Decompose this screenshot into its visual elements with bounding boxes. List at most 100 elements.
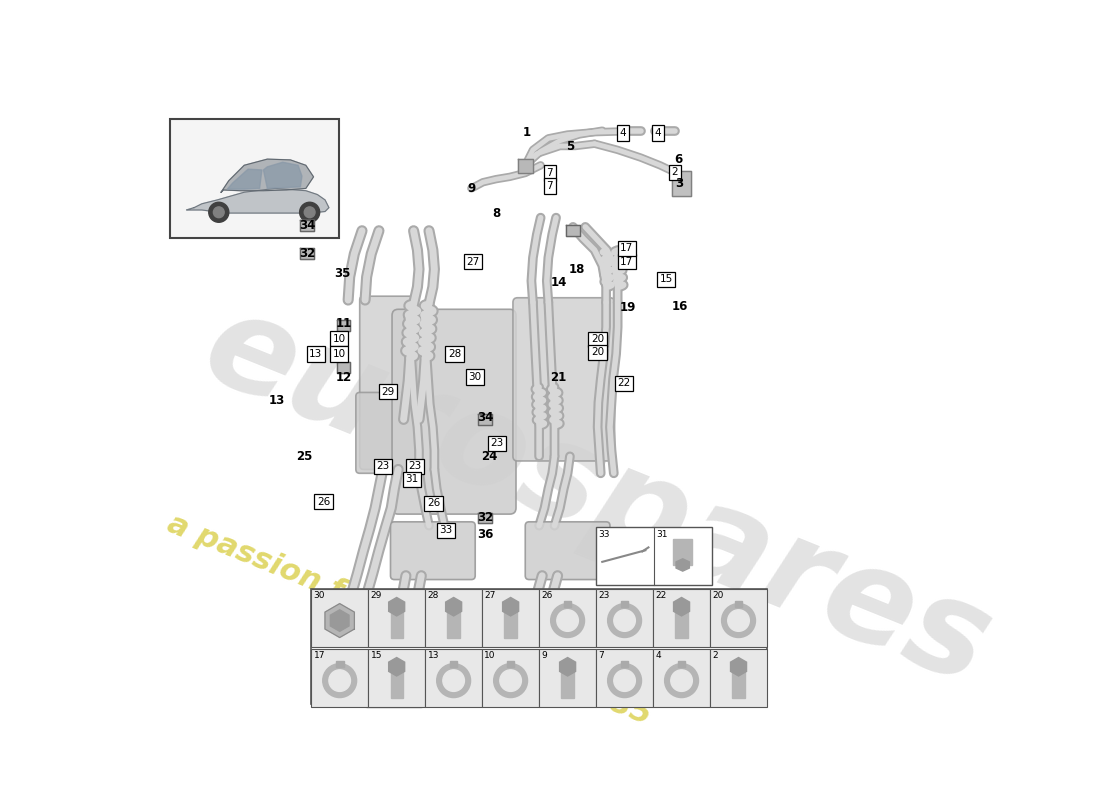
Text: 1: 1	[522, 126, 531, 138]
Polygon shape	[300, 249, 315, 259]
Polygon shape	[478, 513, 492, 523]
Text: 22: 22	[617, 378, 630, 388]
Polygon shape	[517, 159, 534, 173]
Circle shape	[494, 664, 528, 698]
Bar	[653, 649, 711, 706]
Text: 23: 23	[376, 462, 389, 471]
Text: 3: 3	[675, 177, 683, 190]
Polygon shape	[593, 335, 607, 346]
Text: 32: 32	[299, 247, 316, 260]
Text: 18: 18	[569, 262, 585, 276]
Bar	[711, 589, 767, 646]
Polygon shape	[505, 604, 517, 638]
FancyBboxPatch shape	[390, 522, 475, 579]
Polygon shape	[560, 658, 575, 676]
Text: 10: 10	[484, 651, 496, 660]
Polygon shape	[324, 604, 354, 638]
Polygon shape	[450, 661, 458, 666]
Text: 21: 21	[550, 370, 566, 383]
Text: 13: 13	[309, 349, 322, 359]
Polygon shape	[735, 601, 743, 606]
Polygon shape	[337, 320, 351, 331]
Circle shape	[607, 604, 641, 638]
Polygon shape	[448, 604, 460, 638]
Bar	[169, 119, 339, 238]
Text: 10: 10	[332, 334, 345, 343]
Text: 33: 33	[439, 526, 452, 535]
Polygon shape	[390, 664, 403, 698]
Bar	[596, 589, 653, 646]
Text: 26: 26	[541, 591, 553, 600]
Polygon shape	[228, 169, 262, 189]
Polygon shape	[221, 159, 314, 192]
Polygon shape	[620, 661, 628, 666]
Circle shape	[614, 670, 636, 691]
Text: 23: 23	[598, 591, 609, 600]
Polygon shape	[337, 362, 351, 373]
Polygon shape	[659, 274, 673, 285]
Text: 20: 20	[591, 347, 604, 358]
Text: 20: 20	[591, 334, 604, 344]
Text: 15: 15	[371, 651, 382, 660]
Polygon shape	[388, 658, 405, 676]
Polygon shape	[478, 414, 492, 425]
Text: 29: 29	[382, 386, 395, 397]
Text: 34: 34	[477, 411, 494, 424]
Text: 33: 33	[598, 530, 609, 538]
Polygon shape	[673, 539, 692, 565]
Polygon shape	[671, 171, 691, 196]
Polygon shape	[563, 601, 572, 606]
Circle shape	[209, 202, 229, 222]
Text: 7: 7	[598, 651, 604, 660]
FancyBboxPatch shape	[360, 296, 418, 470]
Polygon shape	[675, 604, 688, 638]
Polygon shape	[388, 598, 405, 616]
Text: 17: 17	[620, 243, 634, 254]
Text: 12: 12	[336, 370, 352, 383]
Text: 35: 35	[334, 266, 351, 280]
Text: 14: 14	[551, 276, 568, 289]
Text: 20: 20	[713, 591, 724, 600]
Text: 10: 10	[332, 349, 345, 359]
Bar	[596, 649, 653, 706]
Polygon shape	[593, 349, 607, 359]
Text: 28: 28	[428, 591, 439, 600]
Text: 30: 30	[314, 591, 324, 600]
Bar	[311, 589, 368, 646]
Bar	[425, 649, 482, 706]
Text: 19: 19	[619, 302, 636, 314]
Text: 23: 23	[491, 438, 504, 448]
Text: 29: 29	[371, 591, 382, 600]
Circle shape	[551, 604, 584, 638]
FancyBboxPatch shape	[526, 522, 609, 579]
Bar	[425, 589, 482, 646]
Polygon shape	[676, 559, 690, 571]
Text: 27: 27	[484, 591, 496, 600]
Text: 7: 7	[547, 168, 553, 178]
Text: 7: 7	[547, 181, 553, 191]
Polygon shape	[566, 226, 580, 236]
Text: 4: 4	[619, 128, 626, 138]
Bar	[311, 649, 368, 706]
Polygon shape	[186, 188, 329, 213]
Polygon shape	[300, 220, 315, 230]
Text: 16: 16	[672, 301, 689, 314]
Text: 11: 11	[336, 318, 352, 330]
Text: 23: 23	[408, 462, 421, 471]
Circle shape	[671, 670, 692, 691]
FancyBboxPatch shape	[513, 298, 615, 461]
Circle shape	[329, 670, 351, 691]
Polygon shape	[678, 661, 685, 666]
Text: 17: 17	[620, 257, 634, 266]
Bar	[653, 589, 711, 646]
Bar	[596, 527, 712, 585]
Circle shape	[722, 604, 756, 638]
Text: 4: 4	[656, 651, 661, 660]
Circle shape	[213, 207, 224, 218]
Polygon shape	[330, 610, 349, 631]
Text: eurospares: eurospares	[186, 281, 1008, 712]
Text: 5: 5	[566, 139, 575, 153]
Text: 8: 8	[492, 206, 500, 219]
Text: 17: 17	[314, 651, 324, 660]
Text: 36: 36	[477, 529, 494, 542]
